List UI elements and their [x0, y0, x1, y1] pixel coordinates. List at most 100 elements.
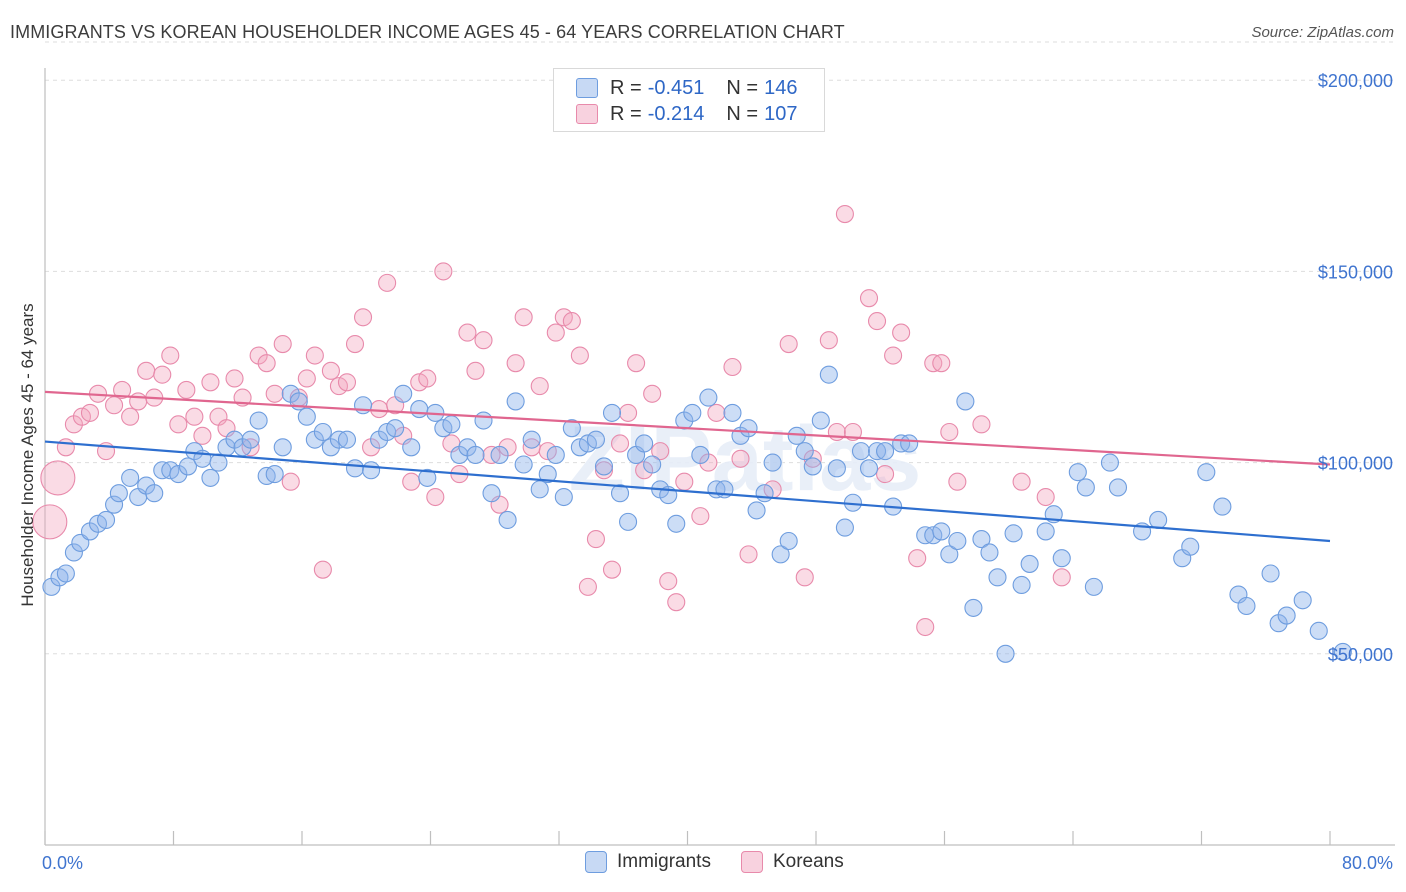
immigrants-point	[932, 522, 951, 541]
koreans-point	[137, 361, 156, 380]
immigrants-point	[1213, 497, 1232, 516]
immigrants-point	[964, 598, 983, 617]
koreans-point	[932, 354, 951, 373]
y-axis-label: Householder Income Ages 45 - 64 years	[18, 303, 37, 606]
immigrants-point	[988, 568, 1007, 587]
y-tick-label: $50,000	[1328, 645, 1393, 665]
koreans-point	[779, 335, 798, 354]
koreans-point	[867, 312, 887, 331]
immigrants-point	[803, 457, 822, 476]
immigrants-point	[667, 514, 686, 533]
n-label: N =	[726, 76, 759, 99]
koreans-point	[257, 354, 276, 373]
koreans-point	[161, 346, 180, 365]
immigrants-point	[178, 457, 198, 476]
immigrants-point	[643, 455, 662, 474]
koreans-point	[1012, 472, 1031, 491]
koreans-point	[627, 354, 646, 373]
immigrants-point	[787, 426, 806, 445]
koreans-swatch	[740, 851, 763, 873]
koreans-point	[345, 335, 365, 354]
immigrants-point	[241, 430, 260, 449]
immigrants-point	[1052, 549, 1071, 568]
immigrants-point	[723, 403, 742, 422]
koreans-point	[353, 308, 373, 327]
koreans-swatch	[576, 104, 598, 124]
immigrants-point	[851, 442, 871, 461]
koreans-point	[940, 422, 959, 442]
koreans-point	[578, 577, 597, 596]
immigrants-point	[482, 484, 501, 503]
immigrants-point	[635, 434, 654, 453]
axis-layer	[44, 68, 1395, 846]
immigrants-point	[538, 465, 557, 484]
immigrants-point	[121, 468, 140, 487]
koreans-point	[1036, 487, 1055, 507]
immigrants-point	[755, 484, 774, 503]
immigrants-point	[96, 510, 116, 530]
koreans-point	[659, 572, 678, 591]
immigrants-swatch	[576, 78, 598, 98]
immigrants-point	[506, 392, 525, 411]
legend-row-immigrants: R = -0.451 N = 146	[576, 76, 797, 100]
koreans-point	[723, 357, 742, 377]
koreans-point	[594, 461, 614, 480]
immigrants-point	[402, 438, 421, 457]
immigrants-point	[490, 445, 509, 465]
immigrants-point	[859, 459, 879, 478]
koreans-point	[56, 438, 75, 457]
tick-labels: $50,000 $100,000 $150,000 $200,000 0.0% 80.0%	[42, 71, 1393, 873]
immigrants-point	[747, 501, 766, 520]
koreans-point	[1052, 568, 1071, 587]
koreans-point	[691, 507, 710, 526]
koreans-point	[177, 380, 196, 399]
immigrants-point	[530, 480, 549, 499]
immigrants-point	[819, 365, 838, 384]
grid-layer	[45, 41, 1395, 655]
koreans-point	[313, 560, 332, 579]
immigrants-point	[345, 459, 365, 478]
legend-item-immigrants[interactable]: Immigrants	[585, 851, 711, 873]
koreans-point	[506, 354, 525, 373]
immigrants-point	[337, 430, 357, 449]
immigrants-point	[602, 403, 622, 422]
koreans-point	[514, 308, 533, 327]
immigrants-point	[554, 487, 573, 507]
immigrants-point	[498, 510, 517, 530]
koreans-point	[378, 273, 397, 292]
legend-item-koreans[interactable]: Koreans	[740, 851, 844, 873]
koreans-point	[570, 346, 589, 365]
koreans-point	[105, 396, 124, 415]
koreans-point	[225, 369, 244, 388]
immigrants-point	[1197, 463, 1216, 482]
y-tick-label: $150,000	[1318, 262, 1393, 282]
immigrants-r-value: -0.451	[647, 76, 705, 99]
koreans-point	[731, 449, 750, 468]
koreans-point	[426, 487, 445, 507]
immigrants-point	[442, 415, 461, 434]
koreans-point	[273, 335, 292, 354]
koreans-point	[434, 262, 453, 281]
n-label: N =	[726, 102, 759, 125]
koreans-point	[337, 373, 357, 392]
koreans-point	[40, 460, 76, 496]
koreans-point	[948, 472, 967, 491]
koreans-point	[835, 204, 854, 224]
koreans-point	[201, 373, 220, 392]
immigrants-point	[1068, 463, 1087, 482]
immigrants-point	[586, 430, 605, 449]
koreans-point	[418, 369, 437, 388]
koreans-point	[739, 545, 758, 564]
koreans-point	[892, 323, 911, 342]
immigrants-point	[105, 495, 124, 514]
koreans-point	[707, 403, 726, 422]
koreans-point	[530, 377, 549, 396]
immigrants-point	[900, 434, 919, 453]
koreans-point	[305, 346, 324, 365]
immigrants-point	[811, 411, 830, 430]
koreans-trend-line	[44, 390, 1331, 466]
immigrants-point	[1084, 577, 1103, 596]
immigrants-point	[1237, 596, 1256, 616]
legend-label-koreans: Koreans	[772, 851, 844, 872]
